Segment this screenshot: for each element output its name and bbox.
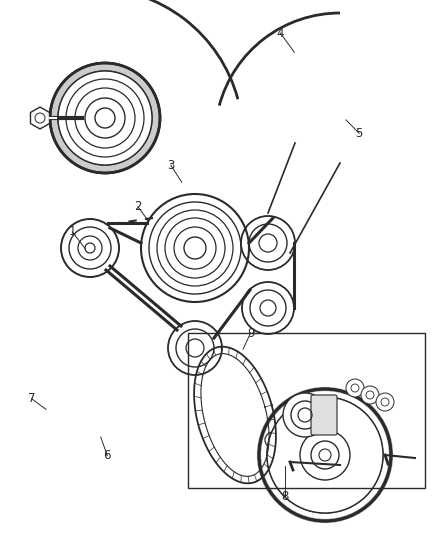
Circle shape bbox=[283, 393, 327, 437]
Circle shape bbox=[346, 379, 364, 397]
Text: 3: 3 bbox=[167, 159, 174, 172]
Circle shape bbox=[267, 397, 383, 513]
Text: 6: 6 bbox=[103, 449, 111, 462]
Circle shape bbox=[319, 449, 331, 461]
Text: 7: 7 bbox=[28, 392, 35, 405]
Circle shape bbox=[361, 386, 379, 404]
FancyBboxPatch shape bbox=[311, 395, 337, 435]
Circle shape bbox=[311, 441, 339, 469]
Text: 5: 5 bbox=[356, 127, 363, 140]
Text: 8: 8 bbox=[281, 490, 288, 503]
Text: 2: 2 bbox=[134, 200, 142, 213]
Circle shape bbox=[291, 401, 319, 429]
Circle shape bbox=[85, 98, 125, 138]
Text: 4: 4 bbox=[276, 27, 284, 39]
Polygon shape bbox=[31, 107, 49, 129]
Circle shape bbox=[35, 113, 45, 123]
Bar bbox=[188, 333, 425, 488]
Text: 1: 1 bbox=[68, 225, 76, 238]
Circle shape bbox=[376, 393, 394, 411]
Text: 9: 9 bbox=[247, 327, 254, 340]
Circle shape bbox=[58, 71, 152, 165]
Circle shape bbox=[50, 63, 160, 173]
Circle shape bbox=[300, 430, 350, 480]
